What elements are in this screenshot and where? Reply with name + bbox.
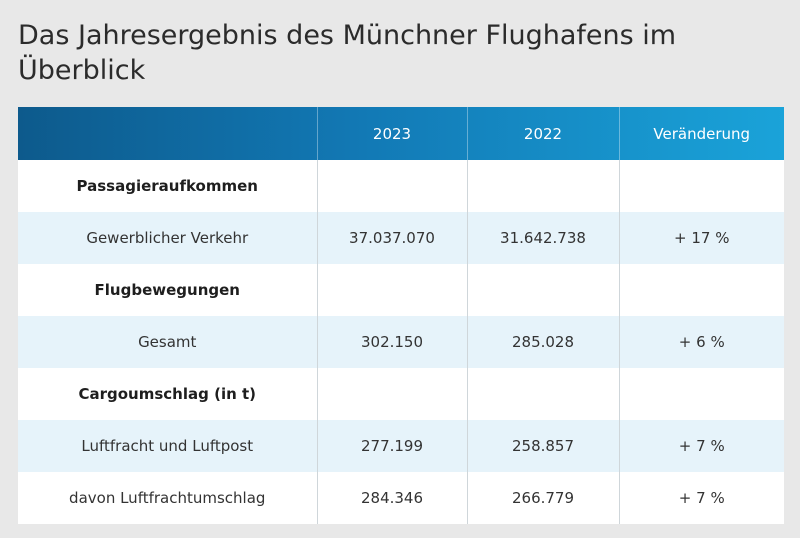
cell-2022: 258.857 [467,420,620,472]
table-row: Gesamt 302.150 285.028 + 6 % [18,316,784,368]
cell-2023 [317,368,468,420]
row-label: Luftfracht und Luftpost [18,420,318,472]
cell-2023: 277.199 [317,420,468,472]
cell-2023: 284.346 [317,472,468,524]
table-row: davon Luftfrachtumschlag 284.346 266.779… [18,472,784,524]
cell-change: + 7 % [678,489,725,507]
section-row-passagieraufkommen: Passagieraufkommen [18,160,784,212]
cell-2022: 31.642.738 [467,212,620,264]
cell-2023 [317,264,468,316]
table-row: Luftfracht und Luftpost 277.199 258.857 … [18,420,784,472]
cell-2022 [467,264,620,316]
cell-change [619,368,784,420]
table-row: Gewerblicher Verkehr 37.037.070 31.642.7… [18,212,784,264]
results-table: 2023 2022 Veränderung Passagieraufkommen… [18,107,784,524]
cell-2022 [467,368,620,420]
section-row-flugbewegungen: Flugbewegungen [18,264,784,316]
cell-2022: 285.028 [467,316,620,368]
row-label: Gewerblicher Verkehr [18,212,318,264]
page-title: Das Jahresergebnis des Münchner Flughafe… [18,20,677,86]
row-label: Passagieraufkommen [18,160,318,212]
header-change: Veränderung [653,124,751,143]
cell-change [619,160,784,212]
cell-2023: 302.150 [317,316,468,368]
table-header-row: 2023 2022 Veränderung [18,107,784,160]
cell-change: + 7 % [678,437,725,455]
cell-change: + 17 % [674,229,730,247]
cell-2023 [317,160,468,212]
cell-2023: 37.037.070 [317,212,468,264]
cell-2022: 266.779 [467,472,620,524]
row-label: Flugbewegungen [18,264,318,316]
section-row-cargoumschlag: Cargoumschlag (in t) [18,368,784,420]
row-label: davon Luftfrachtumschlag [18,472,318,524]
cell-2022 [467,160,620,212]
header-empty [18,107,318,160]
cell-change [619,264,784,316]
cell-change: + 6 % [678,333,725,351]
row-label: Cargoumschlag (in t) [18,368,318,420]
header-2023: 2023 [317,107,468,160]
row-label: Gesamt [18,316,318,368]
header-2022: 2022 [467,107,620,160]
